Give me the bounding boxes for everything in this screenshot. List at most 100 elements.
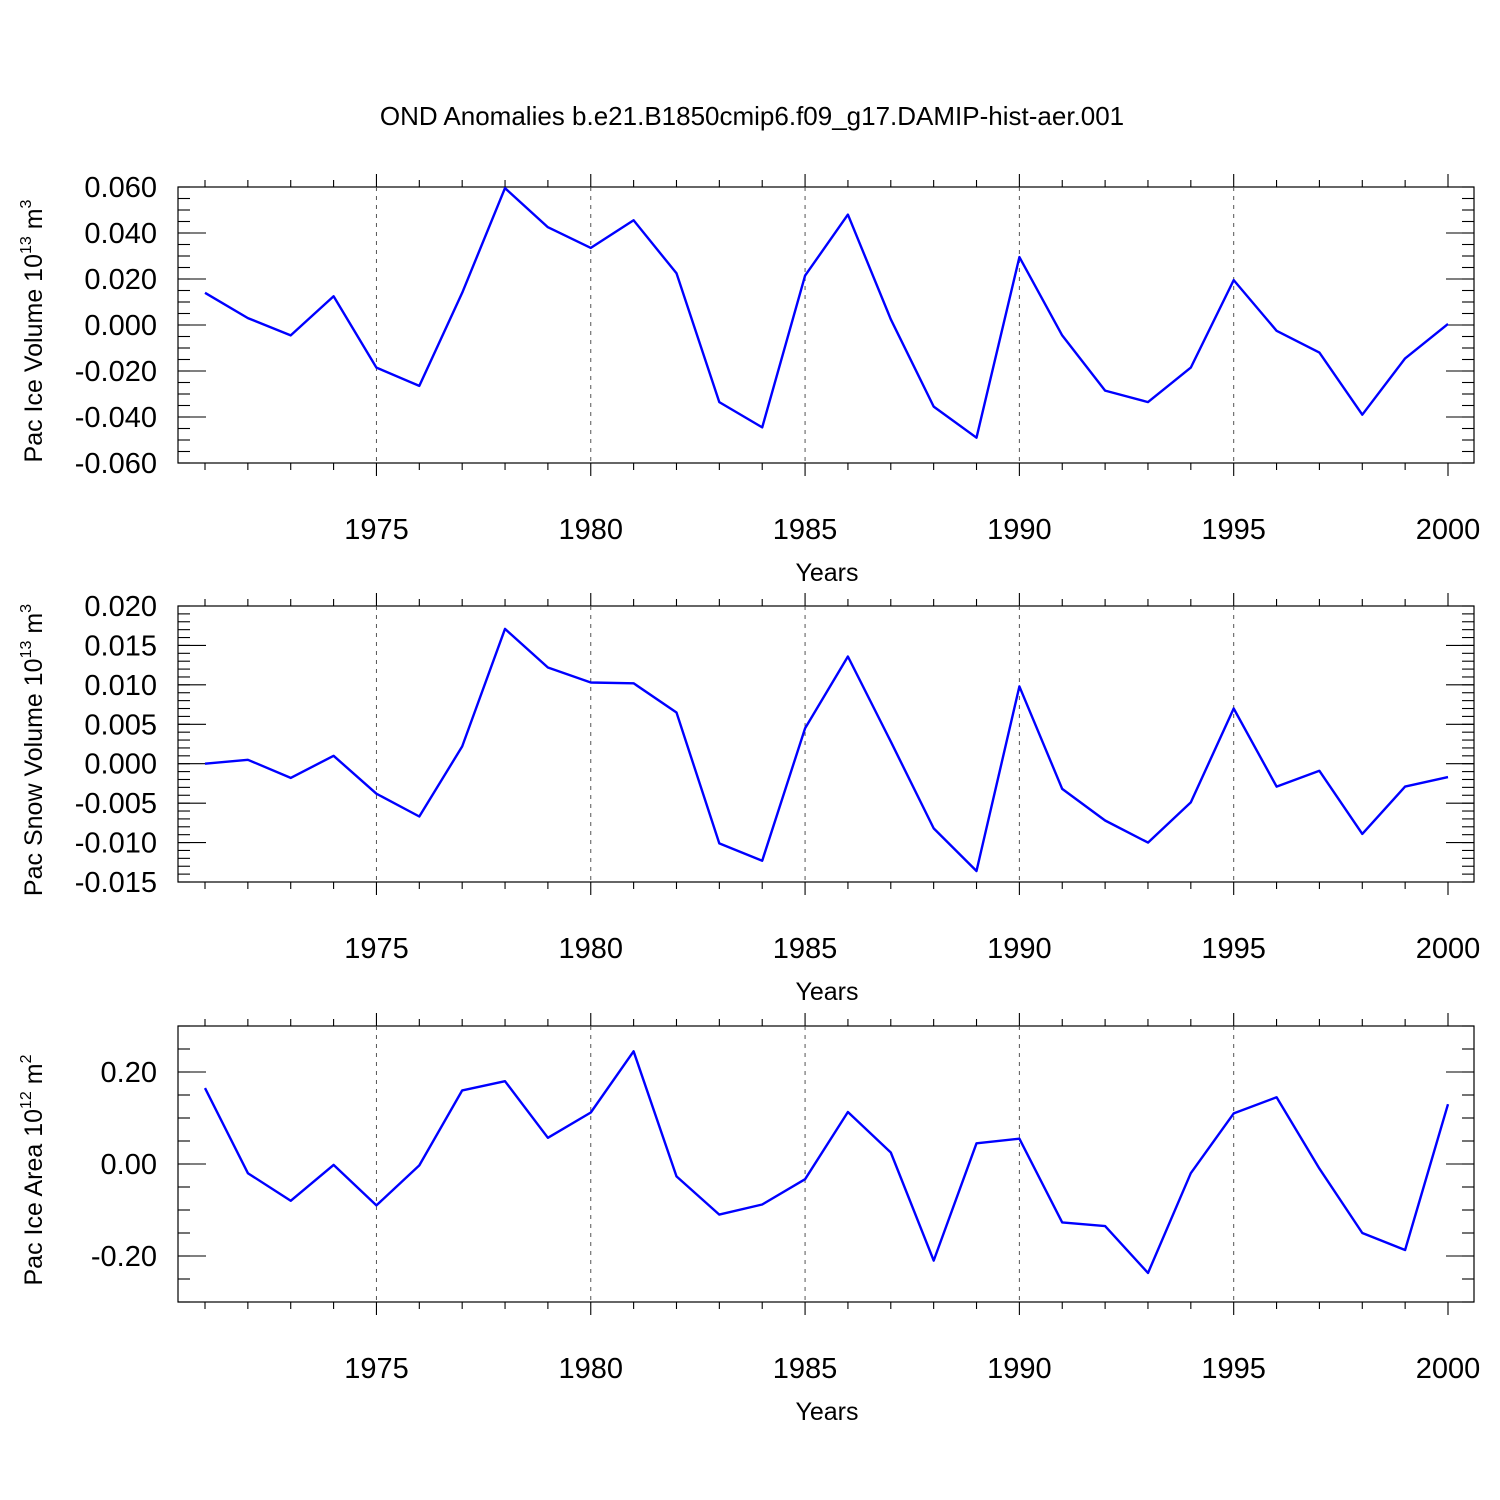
data-point [1060, 787, 1064, 791]
data-point [289, 776, 293, 780]
data-point [460, 291, 464, 295]
data-point [674, 1174, 678, 1178]
data-point [546, 666, 550, 670]
y-tick-label: -0.040 [75, 402, 157, 434]
y-tick-label: -0.060 [75, 448, 157, 480]
y-axis-label-text: m [20, 208, 48, 236]
y-axis-label: Pac Ice Volume 1013 m3 [18, 199, 48, 462]
data-point [1317, 351, 1321, 355]
x-tick-label: 1975 [344, 933, 409, 965]
data-point [1146, 1271, 1150, 1275]
data-point [1360, 1231, 1364, 1235]
y-tick-label: 0.040 [84, 218, 157, 250]
series-line [204, 186, 1449, 439]
data-point [1189, 800, 1193, 804]
data-point [1275, 785, 1279, 789]
data-point [632, 681, 636, 685]
data-point [1232, 278, 1236, 282]
data-point [932, 405, 936, 409]
data-point [1017, 684, 1021, 688]
data-point [717, 1213, 721, 1217]
data-point [460, 744, 464, 748]
x-tick-label: 1975 [344, 514, 409, 546]
data-point [417, 1163, 421, 1167]
data-point [589, 1110, 593, 1114]
data-point [374, 1203, 378, 1207]
data-point [1232, 1111, 1236, 1115]
data-point [503, 627, 507, 631]
y-tick-label: 0.000 [84, 310, 157, 342]
y-tick-label: 0.020 [84, 264, 157, 296]
x-tick-label: 1975 [344, 1353, 409, 1385]
data-point [803, 274, 807, 278]
y-axis-label-superscript: 13 [18, 641, 35, 659]
data-point [846, 213, 850, 217]
data-point [1060, 333, 1064, 337]
x-tick-label: 1990 [987, 1353, 1052, 1385]
data-point [1060, 1220, 1064, 1224]
data-point [417, 384, 421, 388]
data-point [1232, 707, 1236, 711]
panels: 1975 1980 1985 1990 1995 2000 Years 0.060 0.040 0… [18, 172, 1480, 1426]
y-tick-label: 0.015 [84, 630, 157, 662]
data-point [1275, 1095, 1279, 1099]
y-tick-label: 0.000 [84, 749, 157, 781]
data-point [589, 246, 593, 250]
data-point [289, 333, 293, 337]
y-axis-label-superscript: 13 [18, 236, 35, 254]
data-point [975, 436, 979, 440]
plot-frame [177, 186, 1475, 464]
data-point [203, 291, 207, 295]
data-point [332, 294, 336, 298]
data-point [374, 792, 378, 796]
data-point [1103, 1224, 1107, 1228]
data-point [760, 859, 764, 863]
data-point [417, 815, 421, 819]
data-point [246, 1171, 250, 1175]
data-point [1403, 785, 1407, 789]
data-point [1360, 832, 1364, 836]
data-point [1446, 775, 1450, 779]
data-point [1446, 1102, 1450, 1106]
x-tick-label: 2000 [1416, 1353, 1481, 1385]
data-point [546, 225, 550, 229]
y-axis-label-superscript: 2 [18, 1054, 35, 1063]
data-point [889, 317, 893, 321]
x-tick-label: 2000 [1416, 933, 1481, 965]
data-point [203, 762, 207, 766]
y-tick-label: 0.20 [101, 1057, 157, 1089]
panel-3: 1975 1980 1985 1990 1995 2000 Years 0.20 0.00 -0.… [18, 1013, 1480, 1426]
x-tick-label: 1990 [987, 933, 1052, 965]
x-tick-label: 1995 [1201, 933, 1266, 965]
y-axis-label-text: m [20, 613, 48, 641]
data-point [1017, 1137, 1021, 1141]
data-point [503, 1079, 507, 1083]
x-tick-label: 1995 [1201, 514, 1266, 546]
figure-title: OND Anomalies b.e21.B1850cmip6.f09_g17.D… [380, 101, 1124, 131]
data-point [975, 1141, 979, 1145]
series-line [204, 627, 1449, 873]
data-point [674, 271, 678, 275]
x-tick-label: 1980 [559, 1353, 624, 1385]
plot-frame [177, 1025, 1475, 1303]
data-point [203, 1086, 207, 1090]
data-point [1189, 1171, 1193, 1175]
data-point [632, 218, 636, 222]
y-axis-label-superscript: 12 [18, 1091, 35, 1109]
y-axis-label-superscript: 3 [18, 604, 35, 613]
data-point [846, 1110, 850, 1114]
data-point [889, 740, 893, 744]
x-axis-label: Years [795, 559, 858, 587]
data-point [846, 654, 850, 658]
x-tick-label: 1985 [773, 933, 838, 965]
data-point [1146, 841, 1150, 845]
panel-1: 1975 1980 1985 1990 1995 2000 Years 0.060 0.040 0… [18, 172, 1480, 587]
data-point [1017, 255, 1021, 259]
data-point [760, 425, 764, 429]
x-axis-label: Years [795, 978, 858, 1006]
data-point [289, 1199, 293, 1203]
x-tick-label: 1985 [773, 514, 838, 546]
data-point [1403, 356, 1407, 360]
x-tick-label: 1985 [773, 1353, 838, 1385]
